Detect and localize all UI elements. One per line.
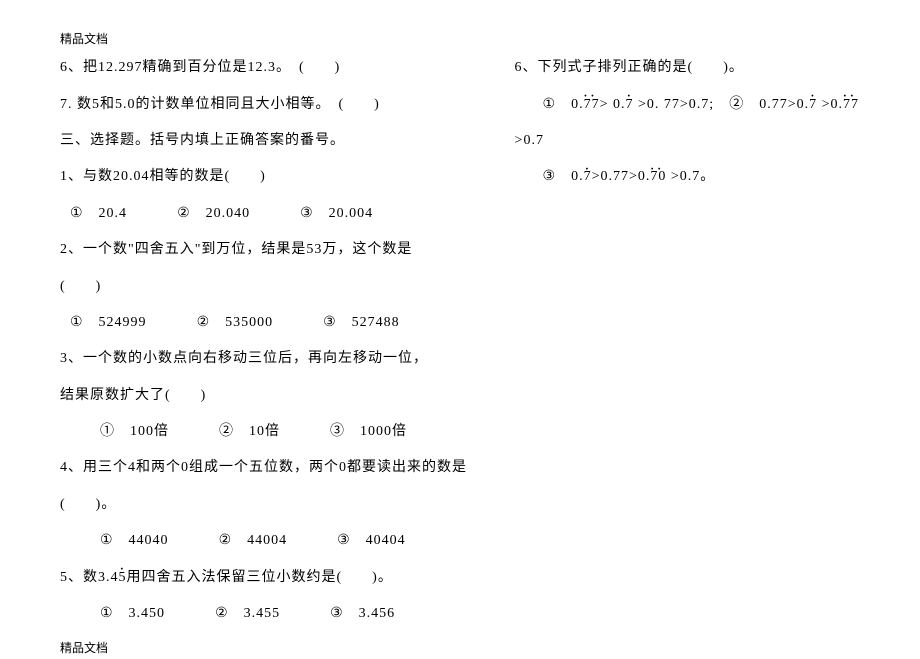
mc-q4-opt-2: ② 44004 bbox=[219, 530, 288, 552]
mc-q6-line2: >0.7 bbox=[515, 130, 860, 152]
footer-note: 精品文档 bbox=[60, 639, 475, 658]
mc-q1-opt-2: ② 20.040 bbox=[177, 203, 250, 225]
mc-q5: 5、数3.45用四舍五入法保留三位小数约是( )。 bbox=[60, 567, 475, 589]
page-columns: 6、把12.297精确到百分位是12.3。 ( ) 7. 数5和5.0的计数单位… bbox=[60, 57, 860, 658]
mc-q5-opt-2: ② 3.455 bbox=[215, 603, 280, 625]
mc-q1-opt-3: ③ 20.004 bbox=[300, 203, 373, 225]
mc-q3-opt-2: ② 10倍 bbox=[219, 421, 280, 443]
mc-q5-options: ① 3.450 ② 3.455 ③ 3.456 bbox=[60, 603, 475, 625]
mc-q6-line1: ① 0.77> 0.7 >0. 77>0.7; ② 0.77>0.7 >0.77 bbox=[515, 94, 860, 116]
mc-q4-options: ① 44040 ② 44004 ③ 40404 bbox=[60, 530, 475, 552]
mc-q3-line2: 结果原数扩大了( ) bbox=[60, 385, 475, 407]
right-column: 6、下列式子排列正确的是( )。 ① 0.77> 0.7 >0. 77>0.7;… bbox=[515, 57, 860, 658]
mc-q4-line1: 4、用三个4和两个0组成一个五位数，两个0都要读出来的数是 bbox=[60, 457, 475, 479]
header-note: 精品文档 bbox=[60, 30, 860, 49]
mc-q4-opt-1: ① 44040 bbox=[100, 530, 169, 552]
mc-q4-opt-3: ③ 40404 bbox=[337, 530, 406, 552]
mc-q3-line1: 3、一个数的小数点向右移动三位后，再向左移动一位， bbox=[60, 348, 475, 370]
mc-q6-line3: ③ 0.7>0.77>0.70 >0.7。 bbox=[515, 166, 860, 188]
mc-q2-line1: 2、一个数"四舍五入"到万位，结果是53万，这个数是 bbox=[60, 239, 475, 261]
mc-q3-options: ① 100倍 ② 10倍 ③ 1000倍 bbox=[60, 421, 475, 443]
mc-q2-opt-2: ② 535000 bbox=[197, 312, 274, 334]
mc-q3-opt-3: ③ 1000倍 bbox=[330, 421, 407, 443]
mc-q5-opt-3: ③ 3.456 bbox=[330, 603, 395, 625]
mc-q2-opt-3: ③ 527488 bbox=[323, 312, 400, 334]
mc-q1: 1、与数20.04相等的数是( ) bbox=[60, 166, 475, 188]
tf-q6: 6、把12.297精确到百分位是12.3。 ( ) bbox=[60, 57, 475, 79]
mc-q3-opt-1: ① 100倍 bbox=[100, 421, 169, 443]
mc-q6: 6、下列式子排列正确的是( )。 bbox=[515, 57, 860, 79]
left-column: 6、把12.297精确到百分位是12.3。 ( ) 7. 数5和5.0的计数单位… bbox=[60, 57, 475, 658]
mc-q2-opt-1: ① 524999 bbox=[70, 312, 147, 334]
tf-q7: 7. 数5和5.0的计数单位相同且大小相等。 ( ) bbox=[60, 94, 475, 116]
mc-q2-options: ① 524999 ② 535000 ③ 527488 bbox=[60, 312, 475, 334]
mc-q5-opt-1: ① 3.450 bbox=[100, 603, 165, 625]
mc-q4-line2: ( )。 bbox=[60, 494, 475, 516]
mc-q1-options: ① 20.4 ② 20.040 ③ 20.004 bbox=[60, 203, 475, 225]
section-heading: 三、选择题。括号内填上正确答案的番号。 bbox=[60, 130, 475, 152]
mc-q2-line2: ( ) bbox=[60, 276, 475, 298]
mc-q1-opt-1: ① 20.4 bbox=[70, 203, 127, 225]
